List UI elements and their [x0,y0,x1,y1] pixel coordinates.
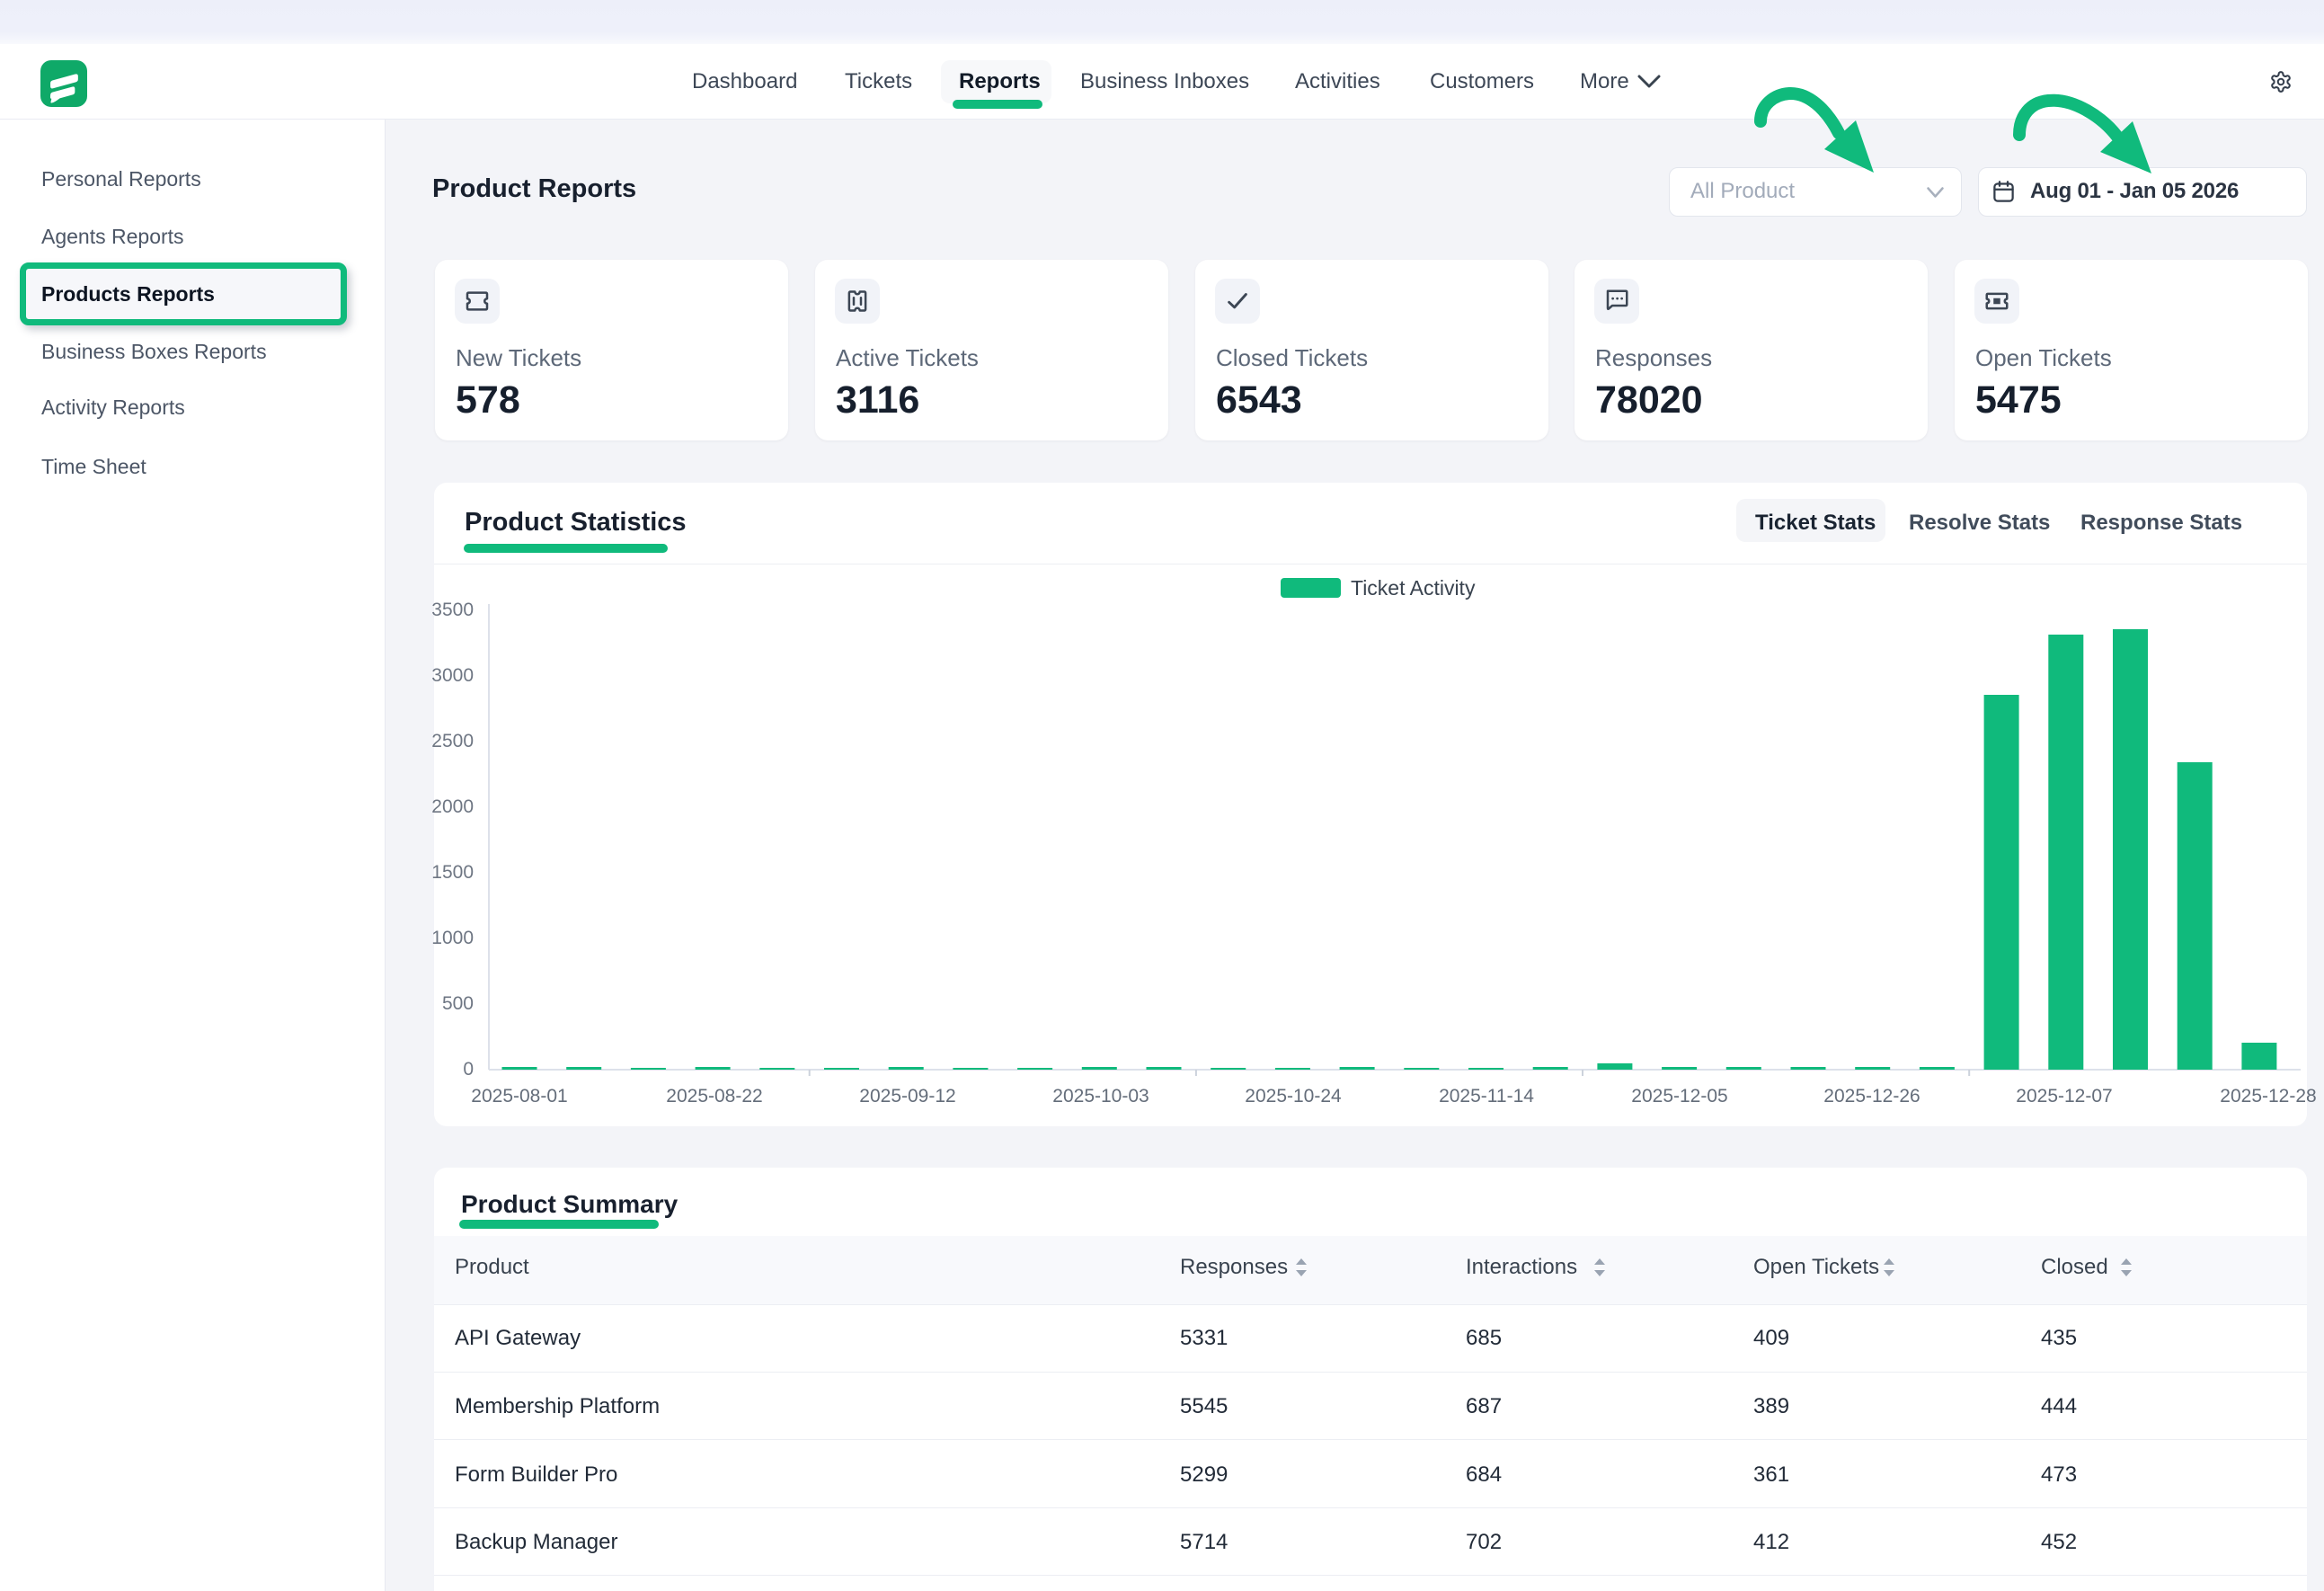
svg-text:1000: 1000 [431,928,474,948]
svg-text:0: 0 [463,1059,474,1080]
svg-text:2025-12-26: 2025-12-26 [1823,1086,1920,1107]
svg-text:2025-12-07: 2025-12-07 [2016,1086,2112,1107]
svg-text:500: 500 [442,993,474,1014]
svg-text:1500: 1500 [431,862,474,883]
svg-text:3500: 3500 [431,600,474,620]
svg-text:3000: 3000 [431,665,474,686]
svg-text:2025-09-12: 2025-09-12 [859,1086,955,1107]
svg-text:2000: 2000 [431,796,474,817]
svg-text:2025-12-28: 2025-12-28 [2220,1086,2316,1107]
svg-text:2025-10-03: 2025-10-03 [1052,1086,1149,1107]
svg-text:2025-10-24: 2025-10-24 [1245,1086,1342,1107]
svg-text:Ticket Activity: Ticket Activity [1351,576,1476,600]
svg-text:2025-12-05: 2025-12-05 [1631,1086,1727,1107]
svg-text:2025-08-01: 2025-08-01 [471,1086,567,1107]
svg-text:2500: 2500 [431,731,474,751]
svg-text:2025-08-22: 2025-08-22 [666,1086,762,1107]
svg-text:2025-11-14: 2025-11-14 [1439,1086,1534,1107]
